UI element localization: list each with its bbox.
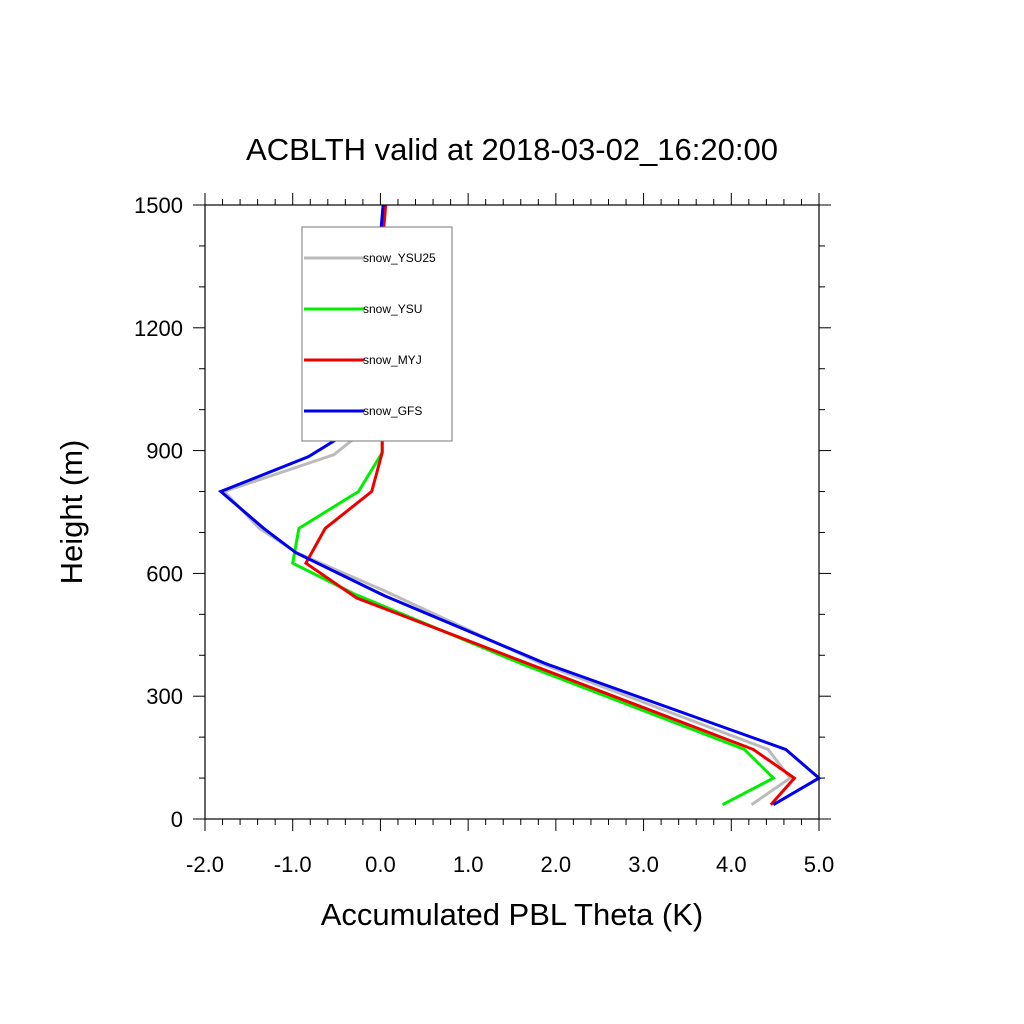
y-tick-label: 1200: [134, 316, 183, 341]
x-tick-label: 3.0: [628, 852, 659, 877]
legend-box: [301, 226, 453, 442]
x-axis: -2.0 -1.0 0.0 1.0 2.0 3.0 4.0 5.0: [186, 193, 834, 877]
x-tick-label: 2.0: [541, 852, 572, 877]
y-tick-label: 1500: [134, 193, 183, 218]
x-tick-label: -1.0: [274, 852, 312, 877]
x-axis-title: Accumulated PBL Theta (K): [321, 897, 704, 932]
x-tick-label: 1.0: [453, 852, 484, 877]
x-tick-label: -2.0: [186, 852, 224, 877]
legend: snow_YSU25 snow_YSU snow_MYJ snow_GFS: [301, 226, 453, 442]
legend-label: snow_YSU: [363, 302, 422, 316]
chart-title: ACBLTH valid at 2018-03-02_16:20:00: [246, 132, 778, 167]
x-tick-label: 5.0: [804, 852, 835, 877]
plot-frame: [204, 204, 820, 820]
y-tick-label: 300: [146, 684, 183, 709]
y-tick-label: 900: [146, 439, 183, 464]
legend-label: snow_GFS: [363, 404, 422, 418]
legend-label: snow_MYJ: [363, 353, 422, 367]
y-tick-label: 600: [146, 561, 183, 586]
y-tick-label: 0: [171, 807, 183, 832]
x-tick-label: 0.0: [365, 852, 396, 877]
legend-label: snow_YSU25: [363, 251, 436, 265]
y-axis: 0 300 600 900 1200 1500: [134, 193, 831, 832]
x-tick-label: 4.0: [716, 852, 747, 877]
y-axis-title: Height (m): [54, 440, 89, 585]
